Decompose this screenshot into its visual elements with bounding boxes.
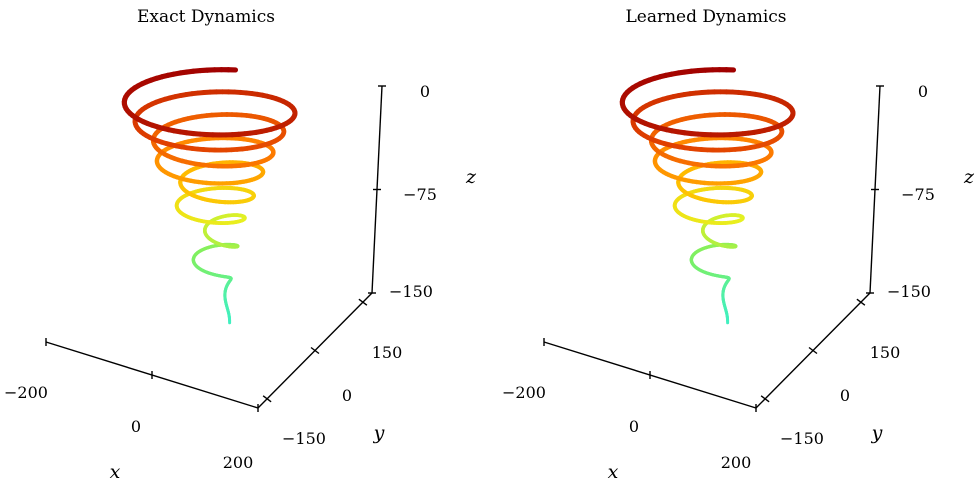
z-axis-label: z (465, 166, 477, 188)
y-axis-label: y (871, 422, 883, 444)
z-axis-label: z (963, 166, 975, 188)
y-tick-label: 150 (870, 343, 901, 362)
y-tick-label: 0 (342, 386, 352, 405)
trajectory-line (121, 67, 298, 325)
z-tick-label: −75 (403, 185, 437, 204)
z-tick-label: −75 (901, 185, 935, 204)
y-tick-mark (310, 346, 320, 355)
panel-learned-dynamics: Learned Dynamics −200 0 200 −150 0 150 0 −75 −150… (502, 7, 975, 483)
y-tick-label: −150 (282, 429, 326, 448)
x-axis-label: x (608, 461, 619, 483)
y-tick-mark (808, 346, 818, 355)
chart-title: Exact Dynamics (137, 7, 275, 27)
y-tick-mark (262, 395, 272, 403)
x-axis-label: x (110, 461, 121, 483)
z-tick-label: 0 (918, 82, 928, 101)
y-tick-mark (358, 298, 368, 306)
y-tick-mark (856, 298, 866, 306)
z-tick-label: −150 (389, 282, 433, 301)
z-tick-label: 0 (420, 82, 430, 101)
y-tick-mark (760, 395, 770, 403)
y-tick-label: −150 (780, 429, 824, 448)
x-tick-label: 0 (131, 417, 141, 436)
x-tick-label: 200 (721, 453, 752, 472)
x-tick-label: 0 (629, 417, 639, 436)
x-tick-label: −200 (502, 383, 546, 402)
y-tick-label: 150 (372, 343, 403, 362)
panel-exact-dynamics: Exact Dynamics −200 0 200 −150 0 150 0 −75 −150 x y… (4, 7, 477, 483)
z-tick-label: −150 (887, 282, 931, 301)
x-tick-label: −200 (4, 383, 48, 402)
y-axis-label: y (373, 422, 385, 444)
trajectory-line (619, 67, 796, 325)
x-tick-label: 200 (223, 453, 254, 472)
chart-title: Learned Dynamics (625, 7, 786, 27)
y-tick-label: 0 (840, 386, 850, 405)
